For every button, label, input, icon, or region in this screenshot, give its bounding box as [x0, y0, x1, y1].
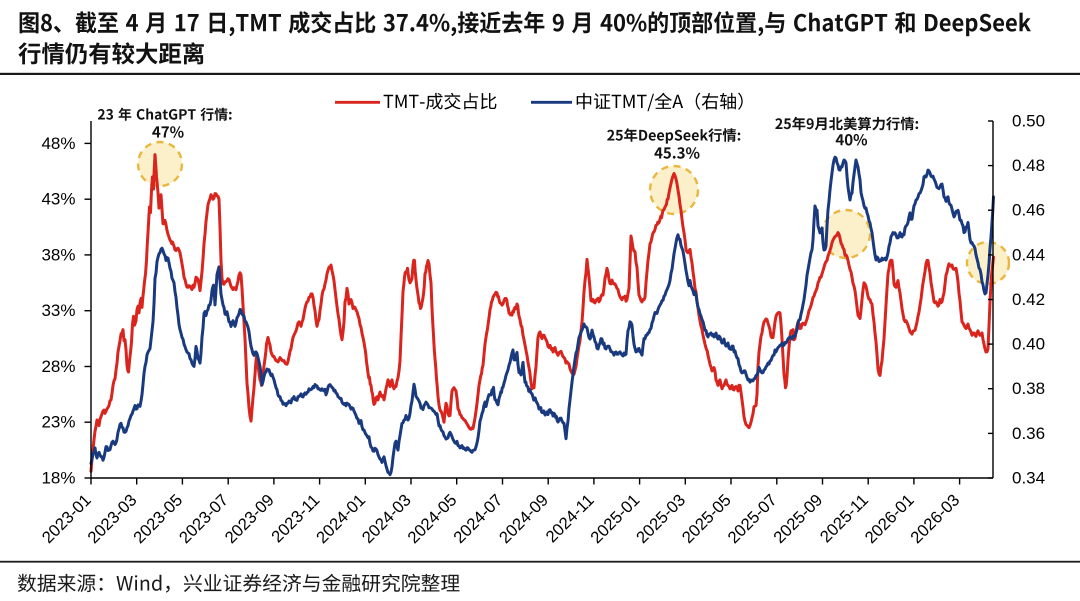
- svg-text:0.38: 0.38: [1012, 379, 1045, 398]
- svg-text:28%: 28%: [41, 357, 75, 376]
- svg-text:0.50: 0.50: [1012, 112, 1045, 131]
- svg-text:0.42: 0.42: [1012, 290, 1045, 309]
- svg-text:33%: 33%: [41, 301, 75, 320]
- svg-text:0.44: 0.44: [1012, 245, 1045, 264]
- svg-text:23%: 23%: [41, 413, 75, 432]
- svg-text:38%: 38%: [41, 245, 75, 264]
- svg-text:0.36: 0.36: [1012, 424, 1045, 443]
- svg-text:48%: 48%: [41, 134, 75, 153]
- svg-text:0.40: 0.40: [1012, 335, 1045, 354]
- svg-text:0.34: 0.34: [1012, 469, 1045, 488]
- svg-text:0.46: 0.46: [1012, 201, 1045, 220]
- svg-text:0.48: 0.48: [1012, 156, 1045, 175]
- svg-text:18%: 18%: [41, 469, 75, 488]
- svg-text:43%: 43%: [41, 190, 75, 209]
